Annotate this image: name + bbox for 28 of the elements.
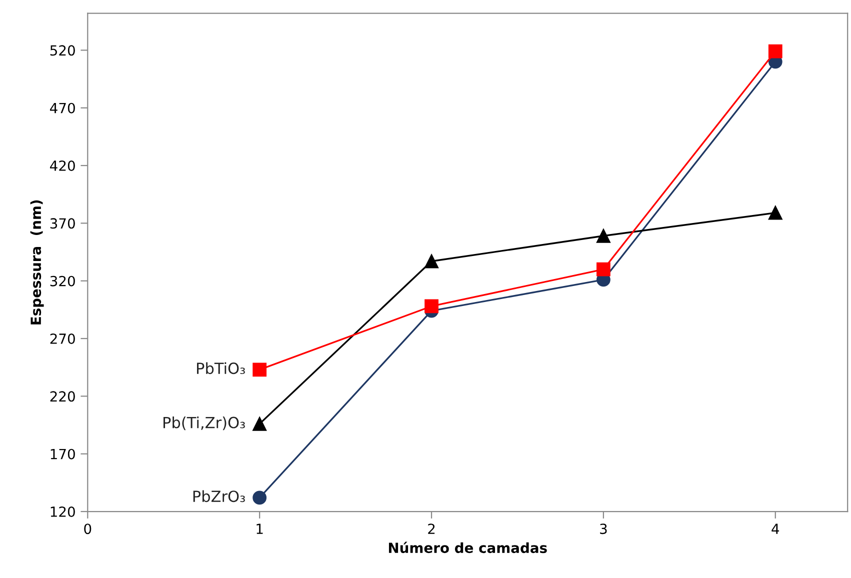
series-label: PbZrO₃ [193,490,245,502]
y-tick-label: 120 [50,506,75,518]
point [424,299,438,314]
x-tick-label: 1 [256,524,263,534]
point [252,362,267,377]
point [424,254,438,268]
y-tick-label: 520 [50,45,75,56]
y-tick-label: 370 [50,218,75,229]
x-axis-title: Número de camadas [388,542,547,554]
y-tick-label: 220 [50,391,75,402]
point [596,262,610,276]
y-axis-title: Espessura (nm) [30,200,44,324]
point [768,44,782,58]
x-tick-label: 0 [84,524,92,534]
x-tick-label: 4 [772,524,780,534]
y-tick-label: 270 [50,334,75,344]
series-label: PbTiO₃ [197,362,245,374]
x-tick-label: 2 [428,524,435,534]
point [252,490,267,505]
point [252,416,267,431]
y-tick-label: 470 [50,102,75,114]
point [596,228,610,243]
y-tick-label: 170 [50,448,75,460]
x-tick-label: 3 [600,524,607,534]
y-tick-label: 320 [50,276,75,286]
point [768,206,782,220]
series-label: Pb(Ti,Zr)O₃ [164,416,245,430]
y-tick-label: 420 [50,160,75,172]
